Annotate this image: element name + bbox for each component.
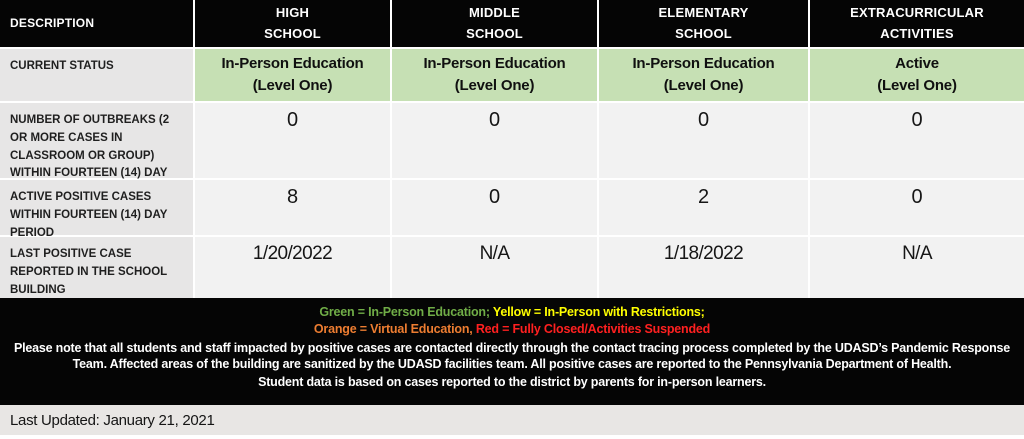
cell-last-case-middle-school: N/A [392,237,597,298]
cell-outbreaks-middle-school: 0 [392,103,597,178]
legend-yellow: Yellow = In-Person with Restrictions; [492,305,705,319]
cell-current-status-extracurricular: Active (Level One) [810,49,1024,101]
row-label-last-positive-case: LAST POSITIVE CASE REPORTED IN THE SCHOO… [0,237,193,298]
contact-tracing-note: Please note that all students and staff … [13,341,1011,371]
cell-current-status-high-school: In-Person Education (Level One) [195,49,390,101]
last-updated-bar: Last Updated: January 21, 2021 [0,405,1024,435]
cell-last-case-extracurricular: N/A [810,237,1024,298]
cell-active-cases-high-school: 8 [195,180,390,235]
column-header-middle-school: MIDDLE SCHOOL [392,0,597,47]
row-label-active-positive-cases: ACTIVE POSITIVE CASES WITHIN FOURTEEN (1… [0,180,193,239]
cell-last-case-high-school: 1/20/2022 [195,237,390,298]
column-header-extracurricular-activities: EXTRACURRICULAR ACTIVITIES [810,0,1024,47]
legend-green: Green = In-Person Education; [319,305,490,319]
column-header-high-school: HIGH SCHOOL [195,0,390,47]
column-header-description: DESCRIPTION [0,0,193,47]
column-header-elementary-school: ELEMENTARY SCHOOL [599,0,808,47]
cell-current-status-middle-school: In-Person Education (Level One) [392,49,597,101]
legend-red: Red = Fully Closed/Activities Suspended [475,322,711,336]
legend-line-2: Orange = Virtual Education, Red = Fully … [0,321,1024,338]
legend-orange: Orange = Virtual Education, [313,322,473,336]
cell-active-cases-elementary-school: 2 [599,180,808,235]
cell-outbreaks-extracurricular: 0 [810,103,1024,178]
cell-outbreaks-elementary-school: 0 [599,103,808,178]
cell-active-cases-extracurricular: 0 [810,180,1024,235]
legend-notes-band: Green = In-Person Education; Yellow = In… [0,298,1024,405]
status-table: DESCRIPTION HIGH SCHOOL MIDDLE SCHOOL EL… [0,0,1024,298]
last-updated-text: Last Updated: January 21, 2021 [10,411,215,429]
row-label-current-status: CURRENT STATUS [0,49,193,101]
cell-outbreaks-high-school: 0 [195,103,390,178]
student-data-note: Student data is based on cases reported … [258,375,766,389]
cell-current-status-elementary-school: In-Person Education (Level One) [599,49,808,101]
cell-active-cases-middle-school: 0 [392,180,597,235]
row-label-number-of-outbreaks: NUMBER OF OUTBREAKS (2 OR MORE CASES IN … [0,103,193,197]
legend-line-1: Green = In-Person Education; Yellow = In… [0,304,1024,321]
cell-last-case-elementary-school: 1/18/2022 [599,237,808,298]
